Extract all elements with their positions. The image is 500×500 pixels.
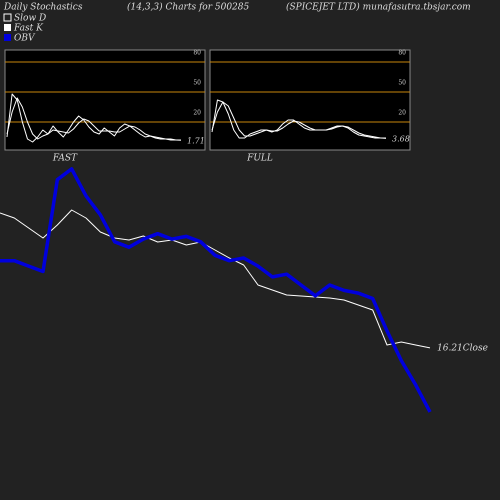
stoch-line [211, 101, 386, 139]
y-tick-label: 50 [193, 80, 201, 87]
y-tick-label: 50 [398, 80, 406, 87]
y-tick-label: 20 [193, 110, 201, 117]
panel-label: FAST [52, 154, 78, 164]
panel [4, 49, 206, 151]
close-name: Close [463, 343, 488, 353]
value-label: 3.68 [392, 134, 410, 143]
title-right: (SPICEJET LTD) munafasutra.tbsjar.com [286, 2, 471, 13]
obv-line [0, 167, 432, 413]
stoch-line [211, 99, 387, 139]
close-line [0, 209, 431, 349]
close-value: 16.21 [437, 343, 463, 353]
title-left: Daily Stochastics [3, 3, 83, 13]
legend-swatch [4, 34, 11, 41]
legend-swatch [3, 13, 12, 22]
panel-label: FULL [246, 154, 273, 164]
y-tick-label: 80 [398, 50, 406, 57]
legend-entry: OBV [14, 34, 36, 44]
legend-entry: Slow D [14, 14, 46, 24]
stoch-line [6, 97, 181, 141]
title-middle: (14,3,3) Charts for 500285 [127, 2, 249, 13]
y-tick-label: 20 [398, 110, 406, 117]
value-label: 1.71 [187, 136, 205, 145]
legend-entry: Fast K [13, 24, 44, 34]
panel [209, 49, 411, 151]
y-tick-label: 80 [193, 50, 201, 57]
legend-swatch [4, 24, 11, 31]
